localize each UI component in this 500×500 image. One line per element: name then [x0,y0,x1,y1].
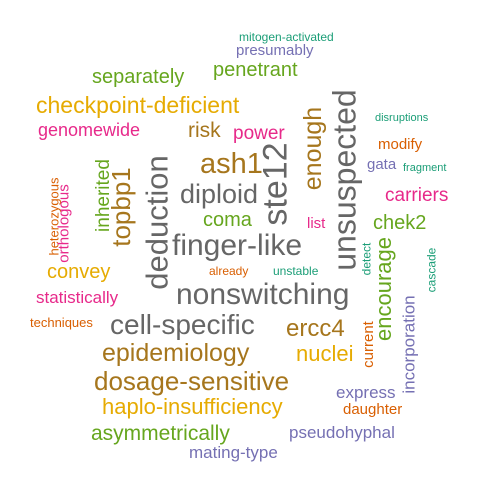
word-orthologous: orthologous [55,184,73,263]
word-enough: enough [299,106,328,191]
word-mating-type: mating-type [189,443,278,462]
word-cell-specific: cell-specific [110,309,255,340]
word-nuclei: nuclei [296,341,354,366]
word-chek2: chek2 [373,212,427,234]
word-inherited: inherited [92,159,114,232]
word-gata: gata [367,156,397,173]
word-modify: modify [378,136,423,153]
word-techniques: techniques [30,315,93,330]
word-incorporation: incorporation [399,295,419,394]
word-finger-like: finger-like [172,229,303,262]
word-asymmetrically: asymmetrically [91,422,230,445]
word-mitogen-activated: mitogen-activated [239,30,334,44]
word-penetrant: penetrant [213,59,298,81]
word-list: list [307,215,326,232]
word-fragment: fragment [403,162,447,174]
word-ash1: ash1 [200,148,263,180]
word-carriers: carriers [385,185,449,206]
word-risk: risk [188,119,221,142]
word-convey: convey [47,261,111,283]
word-pseudohyphal: pseudohyphal [289,423,395,442]
word-express: express [336,383,396,402]
word-epidemiology: epidemiology [102,339,250,367]
word-haplo-insufficiency: haplo-insufficiency [102,394,283,419]
word-detect: detect [359,242,374,276]
word-current: current [359,321,377,368]
word-disruptions: disruptions [375,112,429,124]
word-checkpoint-deficient: checkpoint-deficient [36,92,240,118]
word-deduction: deduction [139,155,175,290]
word-presumably: presumably [236,42,314,59]
word-nonswitching: nonswitching [176,278,350,311]
word-genomewide: genomewide [38,120,141,140]
word-separately: separately [92,66,185,88]
word-diploid: diploid [180,179,259,209]
word-cascade: cascade [424,247,439,293]
word-ste12: ste12 [256,142,295,226]
word-unsuspected: unsuspected [326,89,363,271]
word-already: already [209,264,249,278]
word-dosage-sensitive: dosage-sensitive [94,366,290,396]
word-ercc4: ercc4 [286,315,345,342]
word-coma: coma [203,209,252,231]
word-unstable: unstable [273,264,319,278]
word-power: power [233,123,285,144]
word-statistically: statistically [36,288,119,307]
word-daughter: daughter [343,401,403,418]
